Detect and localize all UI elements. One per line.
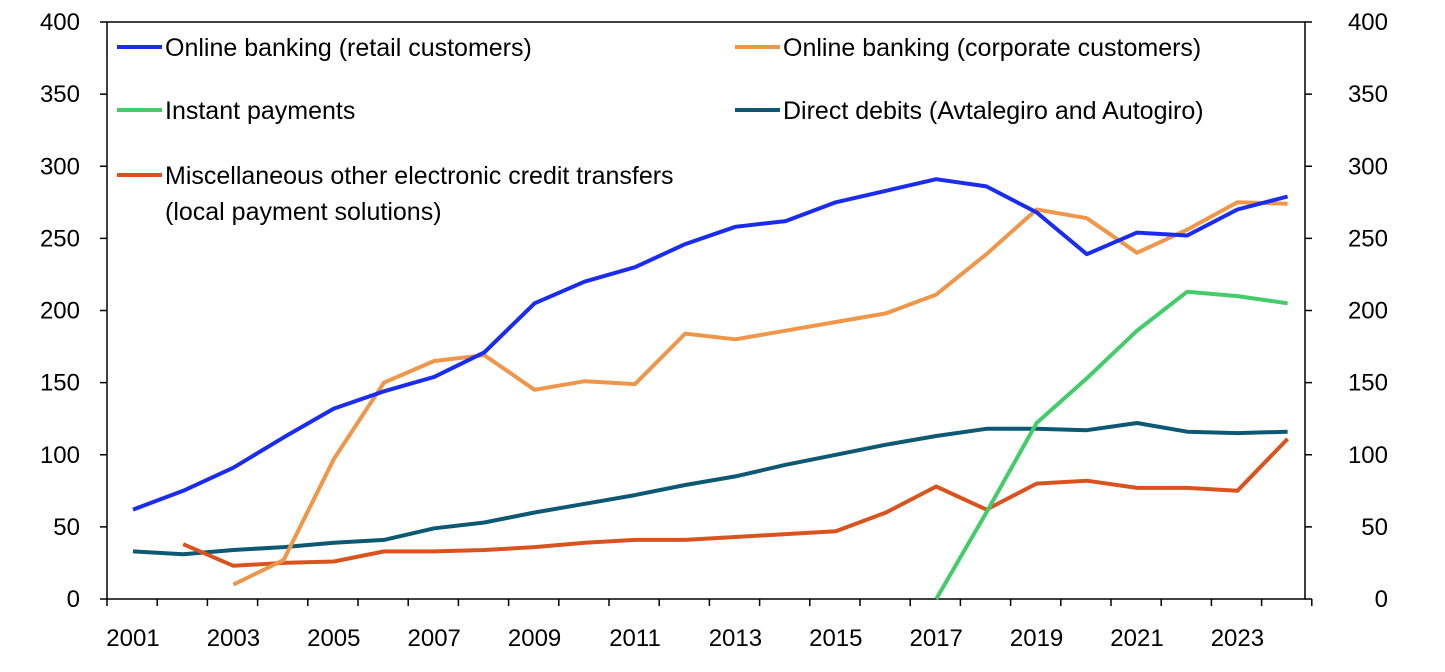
legend-label-misc: Miscellaneous other electronic credit tr… xyxy=(165,162,674,190)
x-tick-label: 2013 xyxy=(709,625,762,652)
x-tick-label: 2023 xyxy=(1211,625,1264,652)
y-tick-label-right: 400 xyxy=(1348,9,1388,36)
y-tick-label-right: 300 xyxy=(1348,153,1388,180)
y-tick-label-left: 100 xyxy=(40,442,80,469)
y-tick-label-left: 0 xyxy=(67,586,80,613)
x-tick-label: 2021 xyxy=(1110,625,1163,652)
x-tick-label: 2019 xyxy=(1010,625,1063,652)
legend-label-corporate: Online banking (corporate customers) xyxy=(783,34,1201,62)
y-tick-label-left: 150 xyxy=(40,370,80,397)
legend-label-direct-debits: Direct debits (Avtalegiro and Autogiro) xyxy=(783,97,1204,125)
series-line-4 xyxy=(182,437,1290,568)
y-tick-label-left: 350 xyxy=(40,81,80,108)
y-tick-label-right: 50 xyxy=(1361,514,1388,541)
y-tick-label-right: 350 xyxy=(1348,81,1388,108)
series-line-3 xyxy=(132,421,1288,557)
y-tick-label-right: 200 xyxy=(1348,298,1388,325)
x-tick-label: 2003 xyxy=(207,625,260,652)
x-tick-label: 2015 xyxy=(809,625,862,652)
y-tick-label-right: 250 xyxy=(1348,225,1388,252)
series-line-0 xyxy=(132,177,1289,512)
y-axis-right: 0 50 100 150 200 250 300 350 400 xyxy=(1305,9,1388,613)
x-tick-label: 2001 xyxy=(106,625,159,652)
y-axis-left: 0 50 100 150 200 250 300 350 400 xyxy=(40,9,107,613)
y-tick-label-right: 150 xyxy=(1348,370,1388,397)
y-tick-label-left: 250 xyxy=(40,225,80,252)
y-tick-label-left: 50 xyxy=(53,514,80,541)
series-line-2 xyxy=(934,289,1288,601)
legend: Online banking (retail customers) Online… xyxy=(117,34,1204,226)
x-tick-label: 2011 xyxy=(609,625,661,652)
y-tick-label-left: 300 xyxy=(40,153,80,180)
x-tick-label: 2005 xyxy=(307,625,360,652)
x-axis: 2001 2003 2005 2007 2009 2011 2013 2015 2017 2019… xyxy=(106,599,1313,652)
y-tick-label-right: 100 xyxy=(1348,442,1388,469)
legend-label-instant: Instant payments xyxy=(165,97,355,125)
x-tick-label: 2009 xyxy=(508,625,561,652)
y-tick-label-left: 200 xyxy=(40,298,80,325)
x-tick-label: 2017 xyxy=(910,625,963,652)
y-tick-label-left: 400 xyxy=(40,9,80,36)
series-lines xyxy=(132,177,1290,601)
series-line-1 xyxy=(232,200,1288,587)
y-tick-label-right: 0 xyxy=(1375,586,1388,613)
legend-label-retail: Online banking (retail customers) xyxy=(165,34,532,62)
x-tick-label: 2007 xyxy=(408,625,461,652)
legend-label-misc-line2: (local payment solutions) xyxy=(165,198,442,226)
